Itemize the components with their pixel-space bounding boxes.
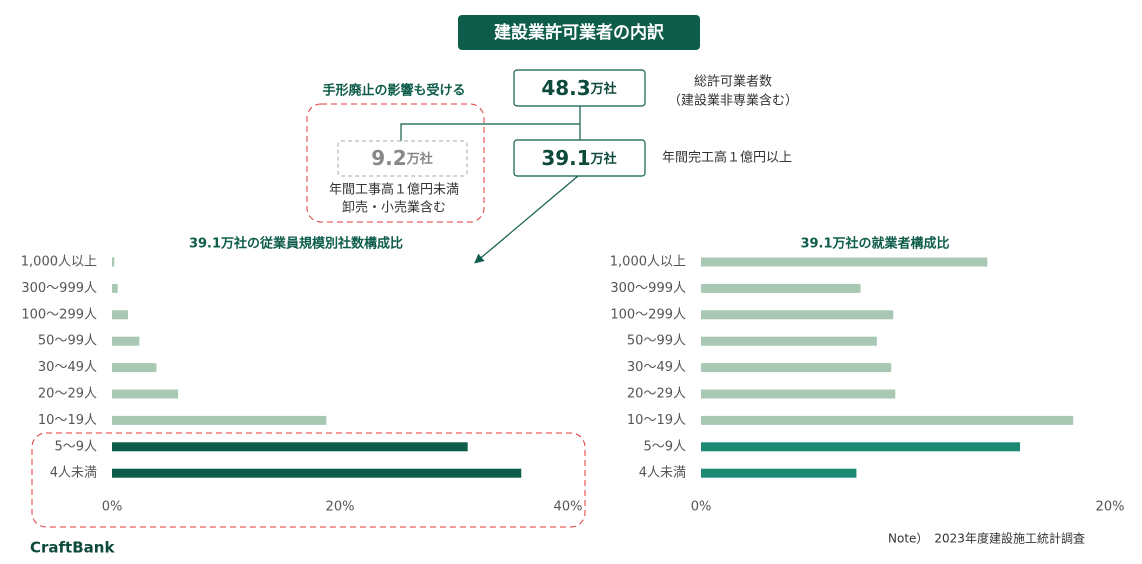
total-value: 48.3万社	[541, 76, 616, 100]
large-box	[513, 139, 646, 177]
bar	[701, 415, 1074, 425]
y-tick-label: 30～49人	[38, 360, 97, 375]
footnote: Note） 2023年度建設施工統計調査	[888, 531, 1085, 546]
y-tick-label: 10～19人	[38, 413, 97, 428]
value: 9.2	[371, 146, 406, 170]
x-tick-label: 0%	[691, 500, 712, 515]
unit: 万社	[406, 151, 433, 167]
x-tick-label: 0%	[102, 500, 123, 515]
bar	[112, 336, 140, 346]
total-label: 総許可業者数	[694, 74, 772, 90]
total-note: （建設業非専業含む）	[668, 93, 798, 109]
y-tick-label: 300～999人	[21, 281, 97, 296]
y-tick-label: 20～29人	[627, 387, 686, 402]
bar	[701, 442, 1021, 452]
bar	[112, 442, 468, 452]
y-tick-label: 10～19人	[627, 413, 686, 428]
bar	[112, 310, 128, 320]
y-tick-label: 50～99人	[38, 334, 97, 349]
bar	[112, 389, 179, 399]
bar	[701, 363, 892, 373]
y-tick-label: 5～9人	[54, 439, 97, 454]
y-tick-label: 50～99人	[627, 334, 686, 349]
x-tick-label: 40%	[554, 500, 583, 515]
arrow	[474, 175, 579, 264]
small-label: 年間工事高１億円未満	[329, 182, 459, 198]
y-tick-label: 30～49人	[627, 360, 686, 375]
title-box	[458, 15, 700, 50]
y-tick-label: 1,000人以上	[21, 255, 97, 270]
small-value: 9.2万社	[371, 146, 432, 170]
y-tick-label: 100～299人	[21, 307, 97, 322]
y-tick-label: 4人未満	[50, 466, 97, 481]
bar	[112, 415, 327, 425]
bar	[112, 363, 157, 373]
bar	[701, 336, 877, 346]
chart-title: 39.1万社の就業者構成比	[800, 236, 949, 252]
y-tick-label: 4人未満	[639, 466, 686, 481]
highlight	[306, 103, 485, 223]
value: 39.1	[541, 146, 590, 170]
bar	[701, 283, 861, 293]
y-tick-label: 20～29人	[38, 387, 97, 402]
brand: CraftBank	[30, 539, 115, 557]
bar	[701, 257, 988, 267]
value: 48.3	[541, 76, 590, 100]
y-tick-label: 100～299人	[610, 307, 686, 322]
highlight	[31, 432, 586, 528]
x-tick-label: 20%	[326, 500, 355, 515]
y-tick-label: 300～999人	[610, 281, 686, 296]
large-label: 年間完工高１億円以上	[662, 150, 792, 166]
x-tick-label: 20%	[1096, 500, 1125, 515]
small-box	[337, 140, 468, 177]
total-box	[513, 69, 646, 107]
callout: 手形廃止の影響も受ける	[322, 83, 465, 99]
y-tick-label: 5～9人	[643, 439, 686, 454]
small-note: 卸売・小売業含む	[342, 200, 446, 216]
bar	[701, 310, 894, 320]
page-title: 建設業許可業者の内訳	[494, 22, 665, 43]
y-tick-label: 1,000人以上	[610, 255, 686, 270]
bar	[112, 283, 118, 293]
unit: 万社	[590, 81, 617, 97]
connector	[400, 106, 581, 141]
bar	[112, 257, 115, 267]
large-value: 39.1万社	[541, 146, 616, 170]
chart-title: 39.1万社の従業員規模別社数構成比	[189, 236, 403, 252]
unit: 万社	[590, 151, 617, 167]
bar	[112, 468, 522, 478]
bar	[701, 389, 896, 399]
bar	[701, 468, 857, 478]
